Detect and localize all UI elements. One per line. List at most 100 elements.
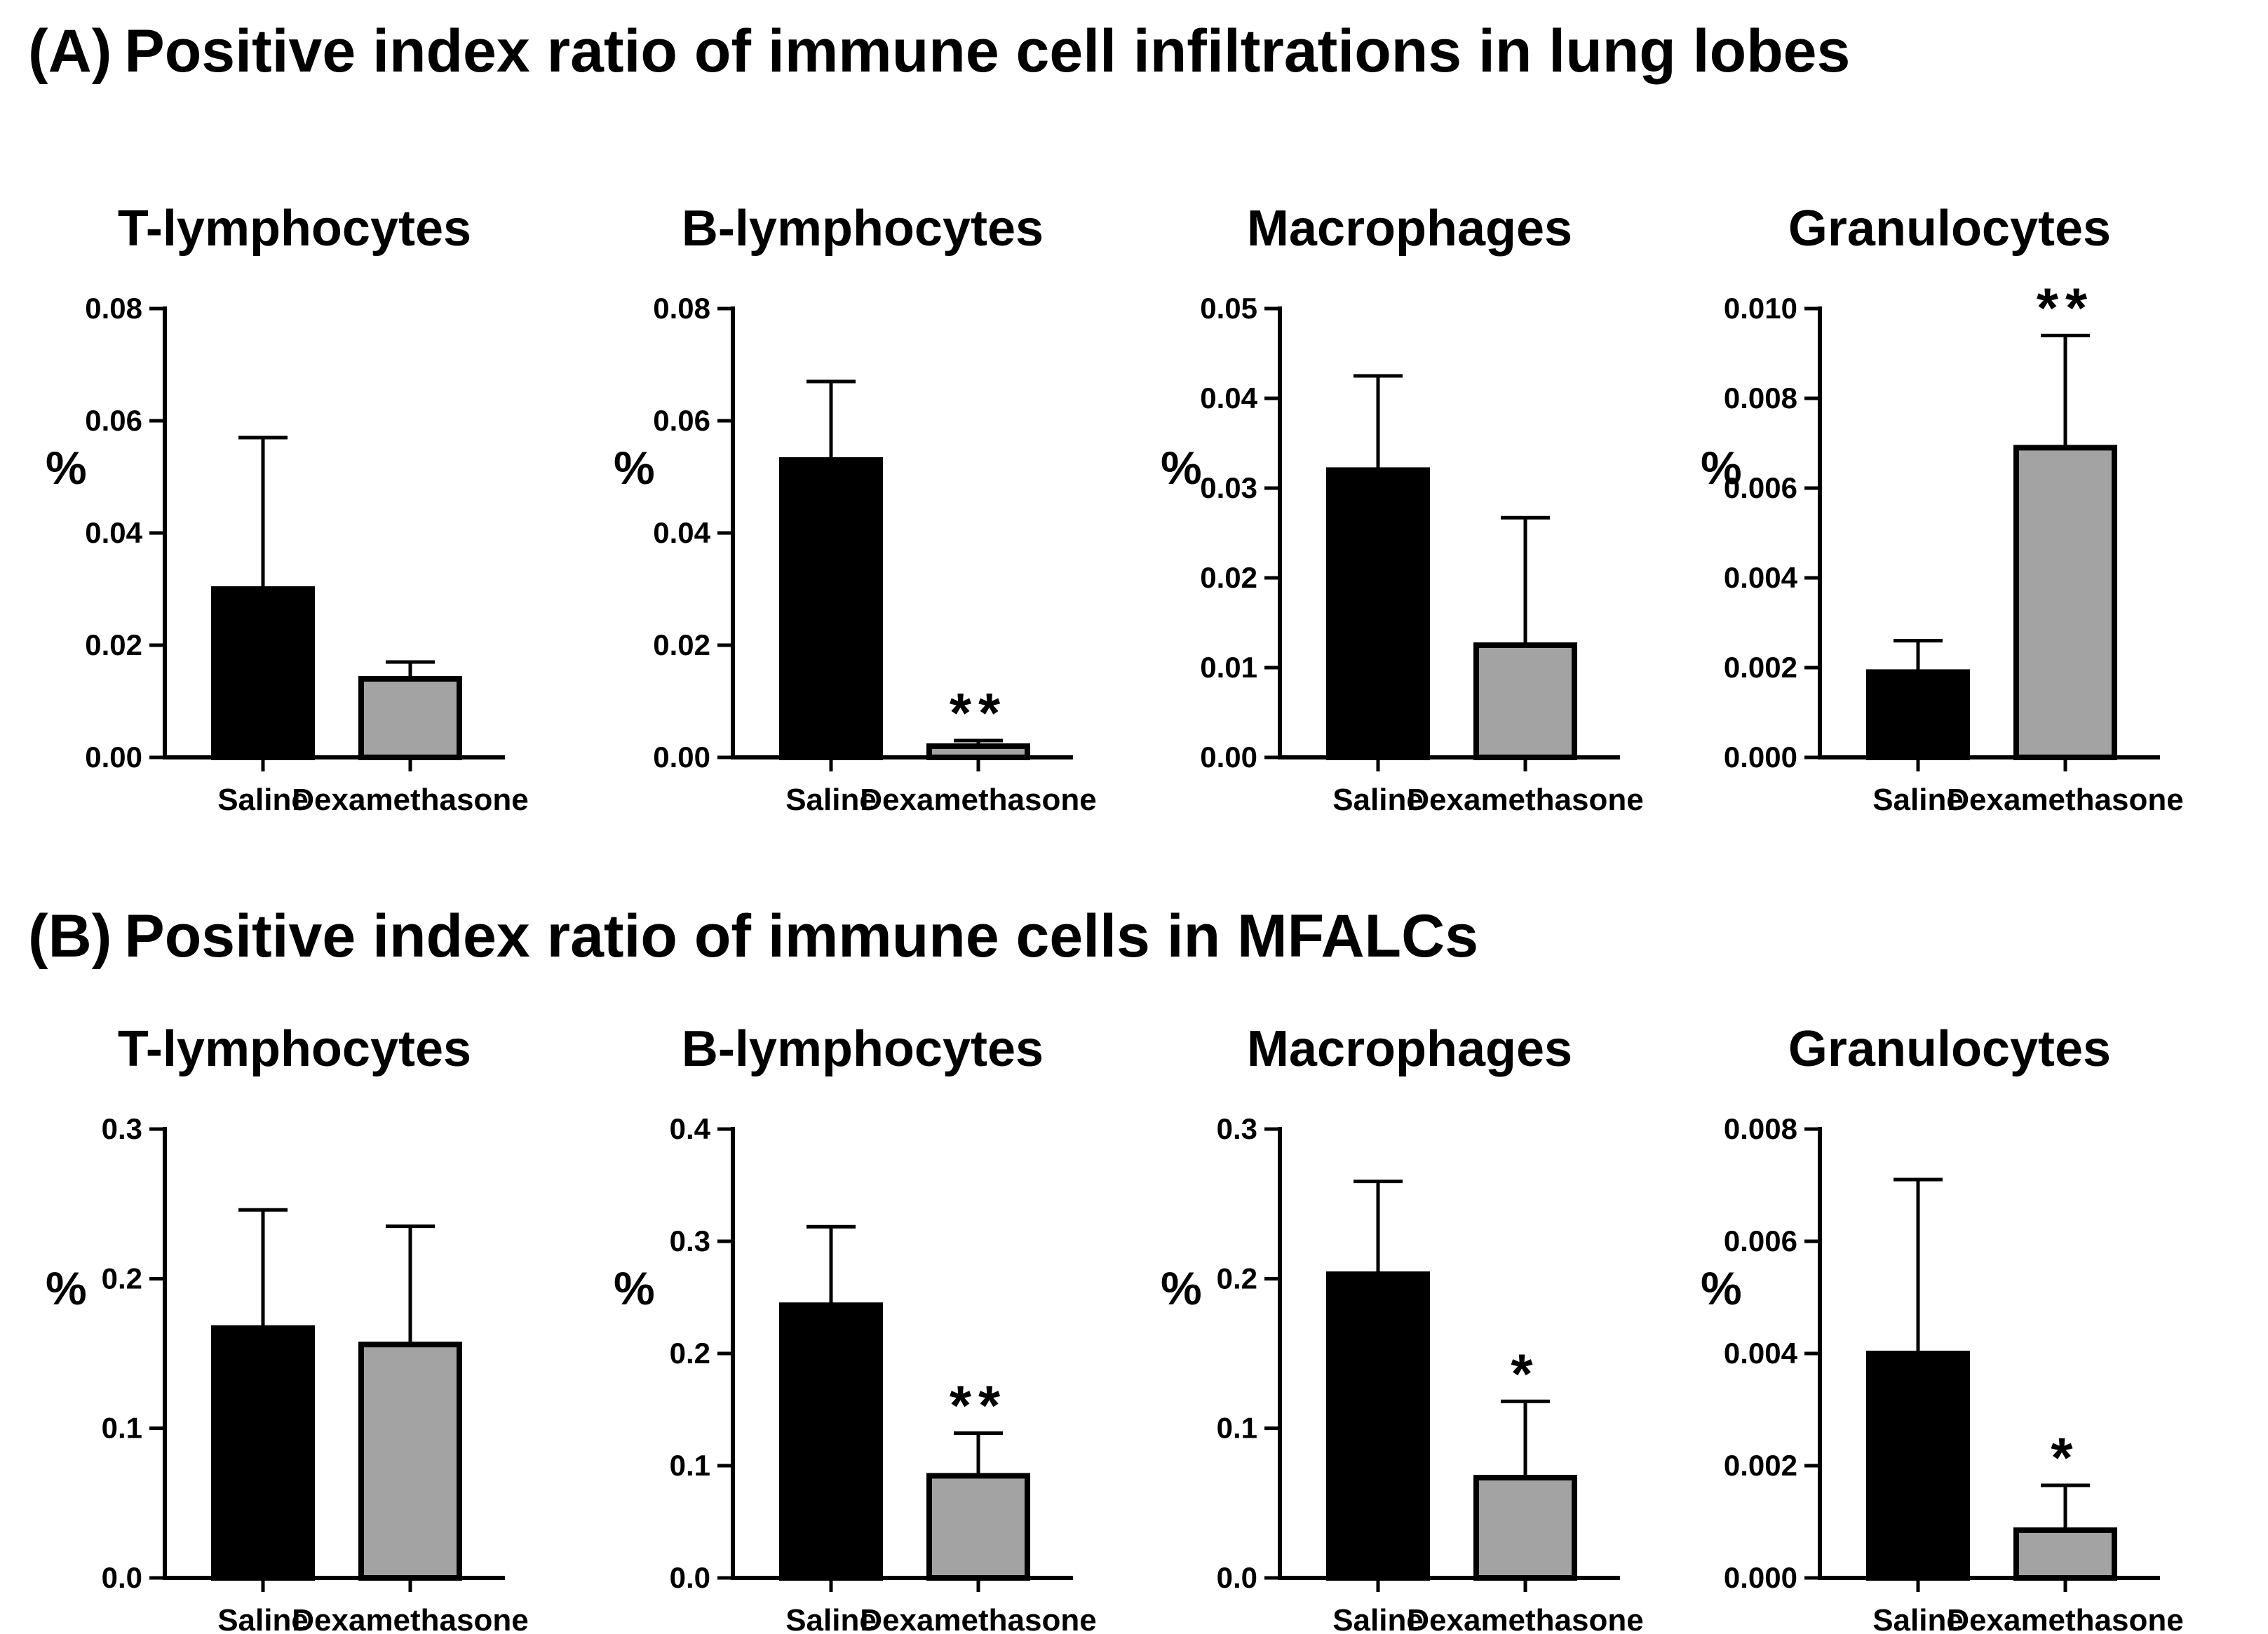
y-tick-label: 0.08 xyxy=(653,292,710,325)
bar-saline xyxy=(211,1325,315,1581)
section-a-heading: (A) Positive index ratio of immune cell i… xyxy=(28,21,1850,81)
x-tick-label: Dexamethasone xyxy=(860,1603,1096,1634)
x-tick-label: Saline xyxy=(785,1603,877,1634)
x-tick-label: Saline xyxy=(217,783,309,817)
x-tick-label: Dexamethasone xyxy=(1947,783,2183,817)
chart-title: Macrophages xyxy=(1247,201,1572,257)
bar-dexamethasone xyxy=(358,676,462,760)
y-tick-label: 0.008 xyxy=(1724,1112,1797,1145)
chart-panel-b1: T-lymphocytes% Saline Dexamethasone 0.0 0.1 0… xyxy=(21,1003,582,1634)
x-tick-label: Dexamethasone xyxy=(860,783,1096,817)
y-tick-label: 0.02 xyxy=(1200,561,1257,594)
y-tick-label: 0.08 xyxy=(85,292,142,325)
x-tick-label: Saline xyxy=(785,783,877,817)
y-tick-label: 0.2 xyxy=(102,1262,142,1295)
y-tick-label: 0.000 xyxy=(1724,1561,1797,1594)
section-b-title: Positive index ratio of immune cells in … xyxy=(124,903,1479,970)
y-axis-label: % xyxy=(46,442,87,494)
section-b-heading: (B) Positive index ratio of immune cells … xyxy=(28,906,1478,966)
bar-saline xyxy=(1866,669,1970,761)
y-tick-label: 0.008 xyxy=(1724,382,1797,414)
bar-saline xyxy=(779,1302,883,1581)
chart-svg: Macrophages% Saline * Dexamethasone 0.0 0.1 0.… xyxy=(1161,1021,1644,1634)
y-tick-label: 0.3 xyxy=(670,1224,710,1257)
bar-saline xyxy=(211,586,315,760)
y-tick-label: 0.00 xyxy=(1200,741,1257,774)
y-axis-label: % xyxy=(46,1262,87,1314)
chart-panel-a3: Macrophages% Saline Dexamethasone 0.00 0.01 0… xyxy=(1136,182,1697,817)
y-tick-label: 0.1 xyxy=(670,1449,710,1482)
y-tick-label: 0.0 xyxy=(1217,1561,1257,1594)
significance-marker: * xyxy=(2051,1426,2079,1489)
chart-panel-a4: Granulocytes% Saline ** Dexamethasone 0.000 0… xyxy=(1676,182,2237,817)
y-tick-label: 0.02 xyxy=(85,628,142,661)
x-tick-label: Dexamethasone xyxy=(292,1603,528,1634)
y-tick-label: 0.06 xyxy=(85,404,142,437)
y-tick-label: 0.02 xyxy=(653,628,710,661)
x-tick-label: Dexamethasone xyxy=(1407,783,1643,817)
chart-panel-b2: B-lymphocytes% Saline ** Dexamethasone 0.0 0.… xyxy=(589,1003,1150,1634)
y-tick-label: 0.00 xyxy=(653,741,710,774)
bar-saline xyxy=(1326,1271,1430,1581)
y-tick-label: 0.002 xyxy=(1724,1449,1797,1482)
chart-title: B-lymphocytes xyxy=(682,201,1044,257)
section-b-letter: (B) xyxy=(28,903,112,970)
y-axis-label: % xyxy=(1701,1262,1742,1314)
y-tick-label: 0.004 xyxy=(1724,561,1798,594)
section-a-letter: (A) xyxy=(28,18,112,85)
significance-marker: ** xyxy=(950,1375,1007,1437)
chart-panel-b3: Macrophages% Saline * Dexamethasone 0.0 0.1 0.… xyxy=(1136,1003,1697,1634)
y-axis-label: % xyxy=(614,1262,655,1314)
bar-dexamethasone xyxy=(358,1342,462,1581)
y-tick-label: 0.0 xyxy=(670,1561,710,1594)
bar-dexamethasone xyxy=(2013,445,2117,760)
chart-svg: Granulocytes% Saline * Dexamethasone 0.000 0.… xyxy=(1701,1021,2184,1634)
chart-title: T-lymphocytes xyxy=(118,201,471,257)
y-tick-label: 0.002 xyxy=(1724,651,1797,684)
chart-panel-a2: B-lymphocytes% Saline ** Dexamethasone 0.00 0… xyxy=(589,182,1150,817)
x-tick-label: Saline xyxy=(1872,1603,1964,1634)
bar-dexamethasone xyxy=(1473,1475,1577,1581)
chart-svg: Granulocytes% Saline ** Dexamethasone 0.000 0… xyxy=(1701,201,2184,817)
chart-svg: B-lymphocytes% Saline ** Dexamethasone 0.0 0.… xyxy=(614,1021,1097,1634)
y-tick-label: 0.0 xyxy=(102,1561,142,1594)
y-tick-label: 0.04 xyxy=(653,516,710,549)
x-tick-label: Saline xyxy=(1332,783,1424,817)
x-tick-label: Dexamethasone xyxy=(292,783,528,817)
y-tick-label: 0.004 xyxy=(1724,1337,1798,1370)
y-tick-label: 0.04 xyxy=(85,516,142,549)
chart-svg: B-lymphocytes% Saline ** Dexamethasone 0.00 0… xyxy=(614,201,1097,817)
y-tick-label: 0.3 xyxy=(1217,1112,1257,1145)
bar-dexamethasone xyxy=(2013,1527,2117,1581)
y-tick-label: 0.03 xyxy=(1200,471,1257,504)
y-axis-label: % xyxy=(614,442,655,494)
chart-panel-a1: T-lymphocytes% Saline Dexamethasone 0.00 0.0… xyxy=(21,182,582,817)
y-tick-label: 0.3 xyxy=(102,1112,142,1145)
x-tick-label: Dexamethasone xyxy=(1407,1603,1643,1634)
chart-title: Granulocytes xyxy=(1788,1021,2111,1077)
y-tick-label: 0.006 xyxy=(1724,471,1797,504)
y-tick-label: 0.04 xyxy=(1200,382,1257,414)
chart-panel-b4: Granulocytes% Saline * Dexamethasone 0.000 0.… xyxy=(1676,1003,2237,1634)
y-tick-label: 0.2 xyxy=(670,1337,710,1370)
section-a-title: Positive index ratio of immune cell infi… xyxy=(124,18,1851,85)
y-tick-label: 0.05 xyxy=(1200,292,1257,325)
y-axis-label: % xyxy=(1161,1262,1202,1314)
significance-marker: ** xyxy=(950,682,1007,744)
x-tick-label: Saline xyxy=(217,1603,309,1634)
bar-saline xyxy=(1326,467,1430,760)
chart-title: Granulocytes xyxy=(1788,201,2111,257)
bar-saline xyxy=(1866,1351,1970,1581)
significance-marker: * xyxy=(1511,1342,1539,1405)
y-tick-label: 0.00 xyxy=(85,741,142,774)
y-tick-label: 0.1 xyxy=(102,1412,142,1445)
bar-saline xyxy=(779,457,883,760)
y-tick-label: 0.4 xyxy=(670,1112,711,1145)
bar-dexamethasone xyxy=(926,1473,1030,1581)
y-tick-label: 0.2 xyxy=(1217,1262,1257,1295)
y-tick-label: 0.000 xyxy=(1724,741,1797,774)
y-tick-label: 0.006 xyxy=(1724,1224,1797,1257)
